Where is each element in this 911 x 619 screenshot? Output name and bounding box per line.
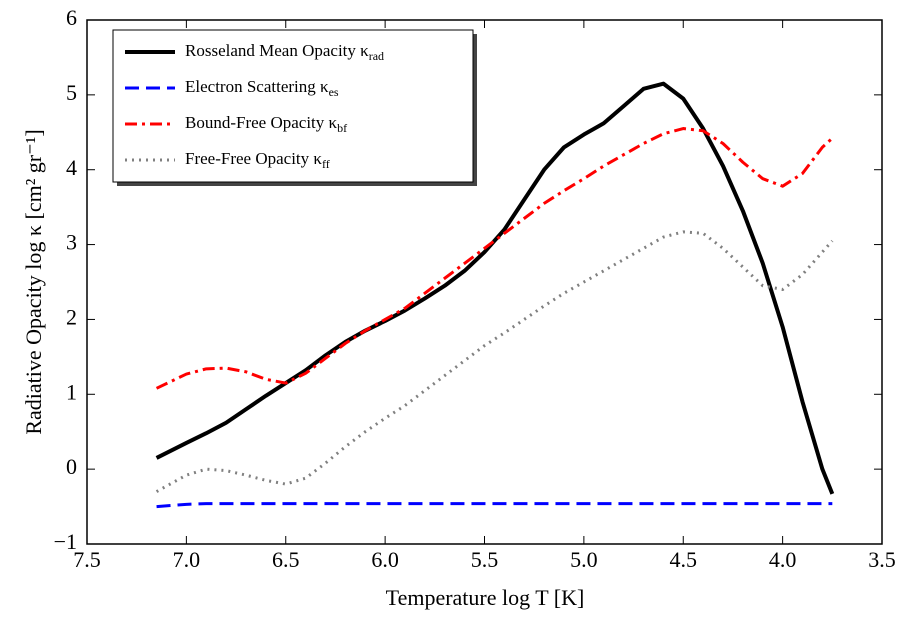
series-line [155,81,835,495]
legend-label: Electron Scattering κes [185,77,339,99]
y-axis-label: Radiative Opacity log κ [cm² gr⁻¹] [21,129,46,434]
legend-name: Electron Scattering κ [185,77,329,96]
y-tick-label: −1 [54,529,77,554]
plot-frame [86,19,883,545]
x-tick-label: 6.5 [272,547,300,572]
series-line [155,127,834,390]
legend-subscript: es [329,85,339,99]
legend-subscript: ff [322,157,330,171]
legend-subscript: bf [337,121,347,135]
legend-name: Rosseland Mean Opacity κ [185,41,369,60]
series-line [155,230,834,493]
x-tick-label: 3.5 [868,547,896,572]
x-tick-label: 7.0 [173,547,201,572]
x-tick-label: 4.5 [670,547,698,572]
x-tick-label: 5.5 [471,547,499,572]
series-line [156,502,833,509]
legend-name: Free-Free Opacity κ [185,149,322,168]
x-axis-label: Temperature log T [K] [386,585,585,610]
y-tick-label: 3 [66,230,77,255]
y-tick-label: 1 [66,379,77,404]
y-tick-label: 5 [66,80,77,105]
y-tick-label: 4 [66,155,77,180]
legend-label: Free-Free Opacity κff [185,149,330,171]
y-tick-label: 0 [66,454,77,479]
y-tick-label: 2 [66,304,77,329]
legend-label: Rosseland Mean Opacity κrad [185,41,384,63]
legend-subscript: rad [369,49,384,63]
x-tick-label: 7.5 [73,547,101,572]
x-tick-label: 5.0 [570,547,598,572]
legend-name: Bound-Free Opacity κ [185,113,338,132]
legend-label: Bound-Free Opacity κbf [185,113,347,135]
y-tick-label: 6 [66,5,77,30]
legend-box [112,29,474,183]
x-tick-label: 4.0 [769,547,797,572]
x-tick-label: 6.0 [371,547,399,572]
legend: Rosseland Mean Opacity κrad Electron Scat… [112,29,477,186]
